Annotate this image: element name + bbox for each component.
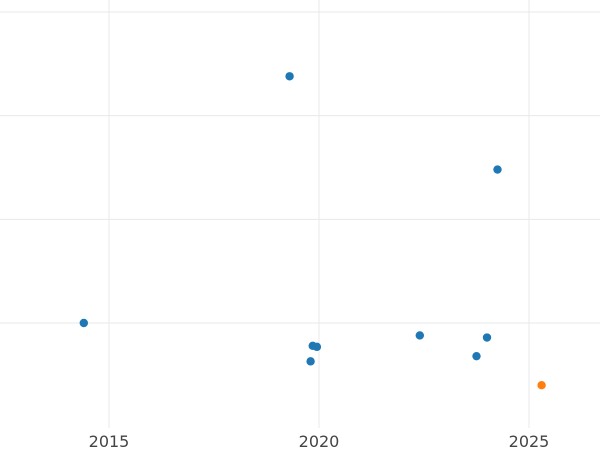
x-tick-label: 2020 (299, 432, 340, 450)
data-point-s0-5 (415, 331, 424, 340)
data-point-s0-1 (285, 72, 294, 81)
data-point-s0-7 (482, 333, 492, 342)
x-grid (108, 0, 530, 428)
data-points (79, 72, 546, 390)
x-tick-label: 2015 (89, 432, 130, 450)
y-grid (0, 11, 600, 324)
data-point-s0-0 (79, 318, 89, 328)
data-point-s0-2 (306, 357, 315, 366)
data-point-s0-6 (472, 351, 481, 361)
data-point-s0-8 (493, 165, 502, 174)
x-tick-label: 2025 (509, 432, 550, 450)
data-point-s1-0 (537, 381, 546, 390)
x-axis-ticks: 2015 2020 2025 (89, 432, 550, 450)
data-point-s0-4 (312, 342, 322, 352)
